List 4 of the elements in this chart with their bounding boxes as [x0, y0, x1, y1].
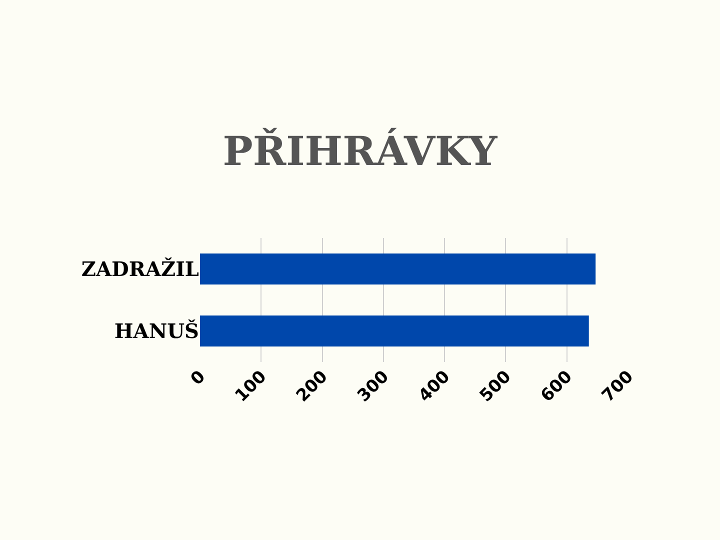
y-tick-label: HANUŠ: [114, 319, 199, 343]
chart-title: PŘIHRÁVKY: [222, 127, 498, 176]
y-tick-label: ZADRAŽIL: [81, 257, 199, 281]
x-tick-label: 0: [187, 366, 210, 390]
